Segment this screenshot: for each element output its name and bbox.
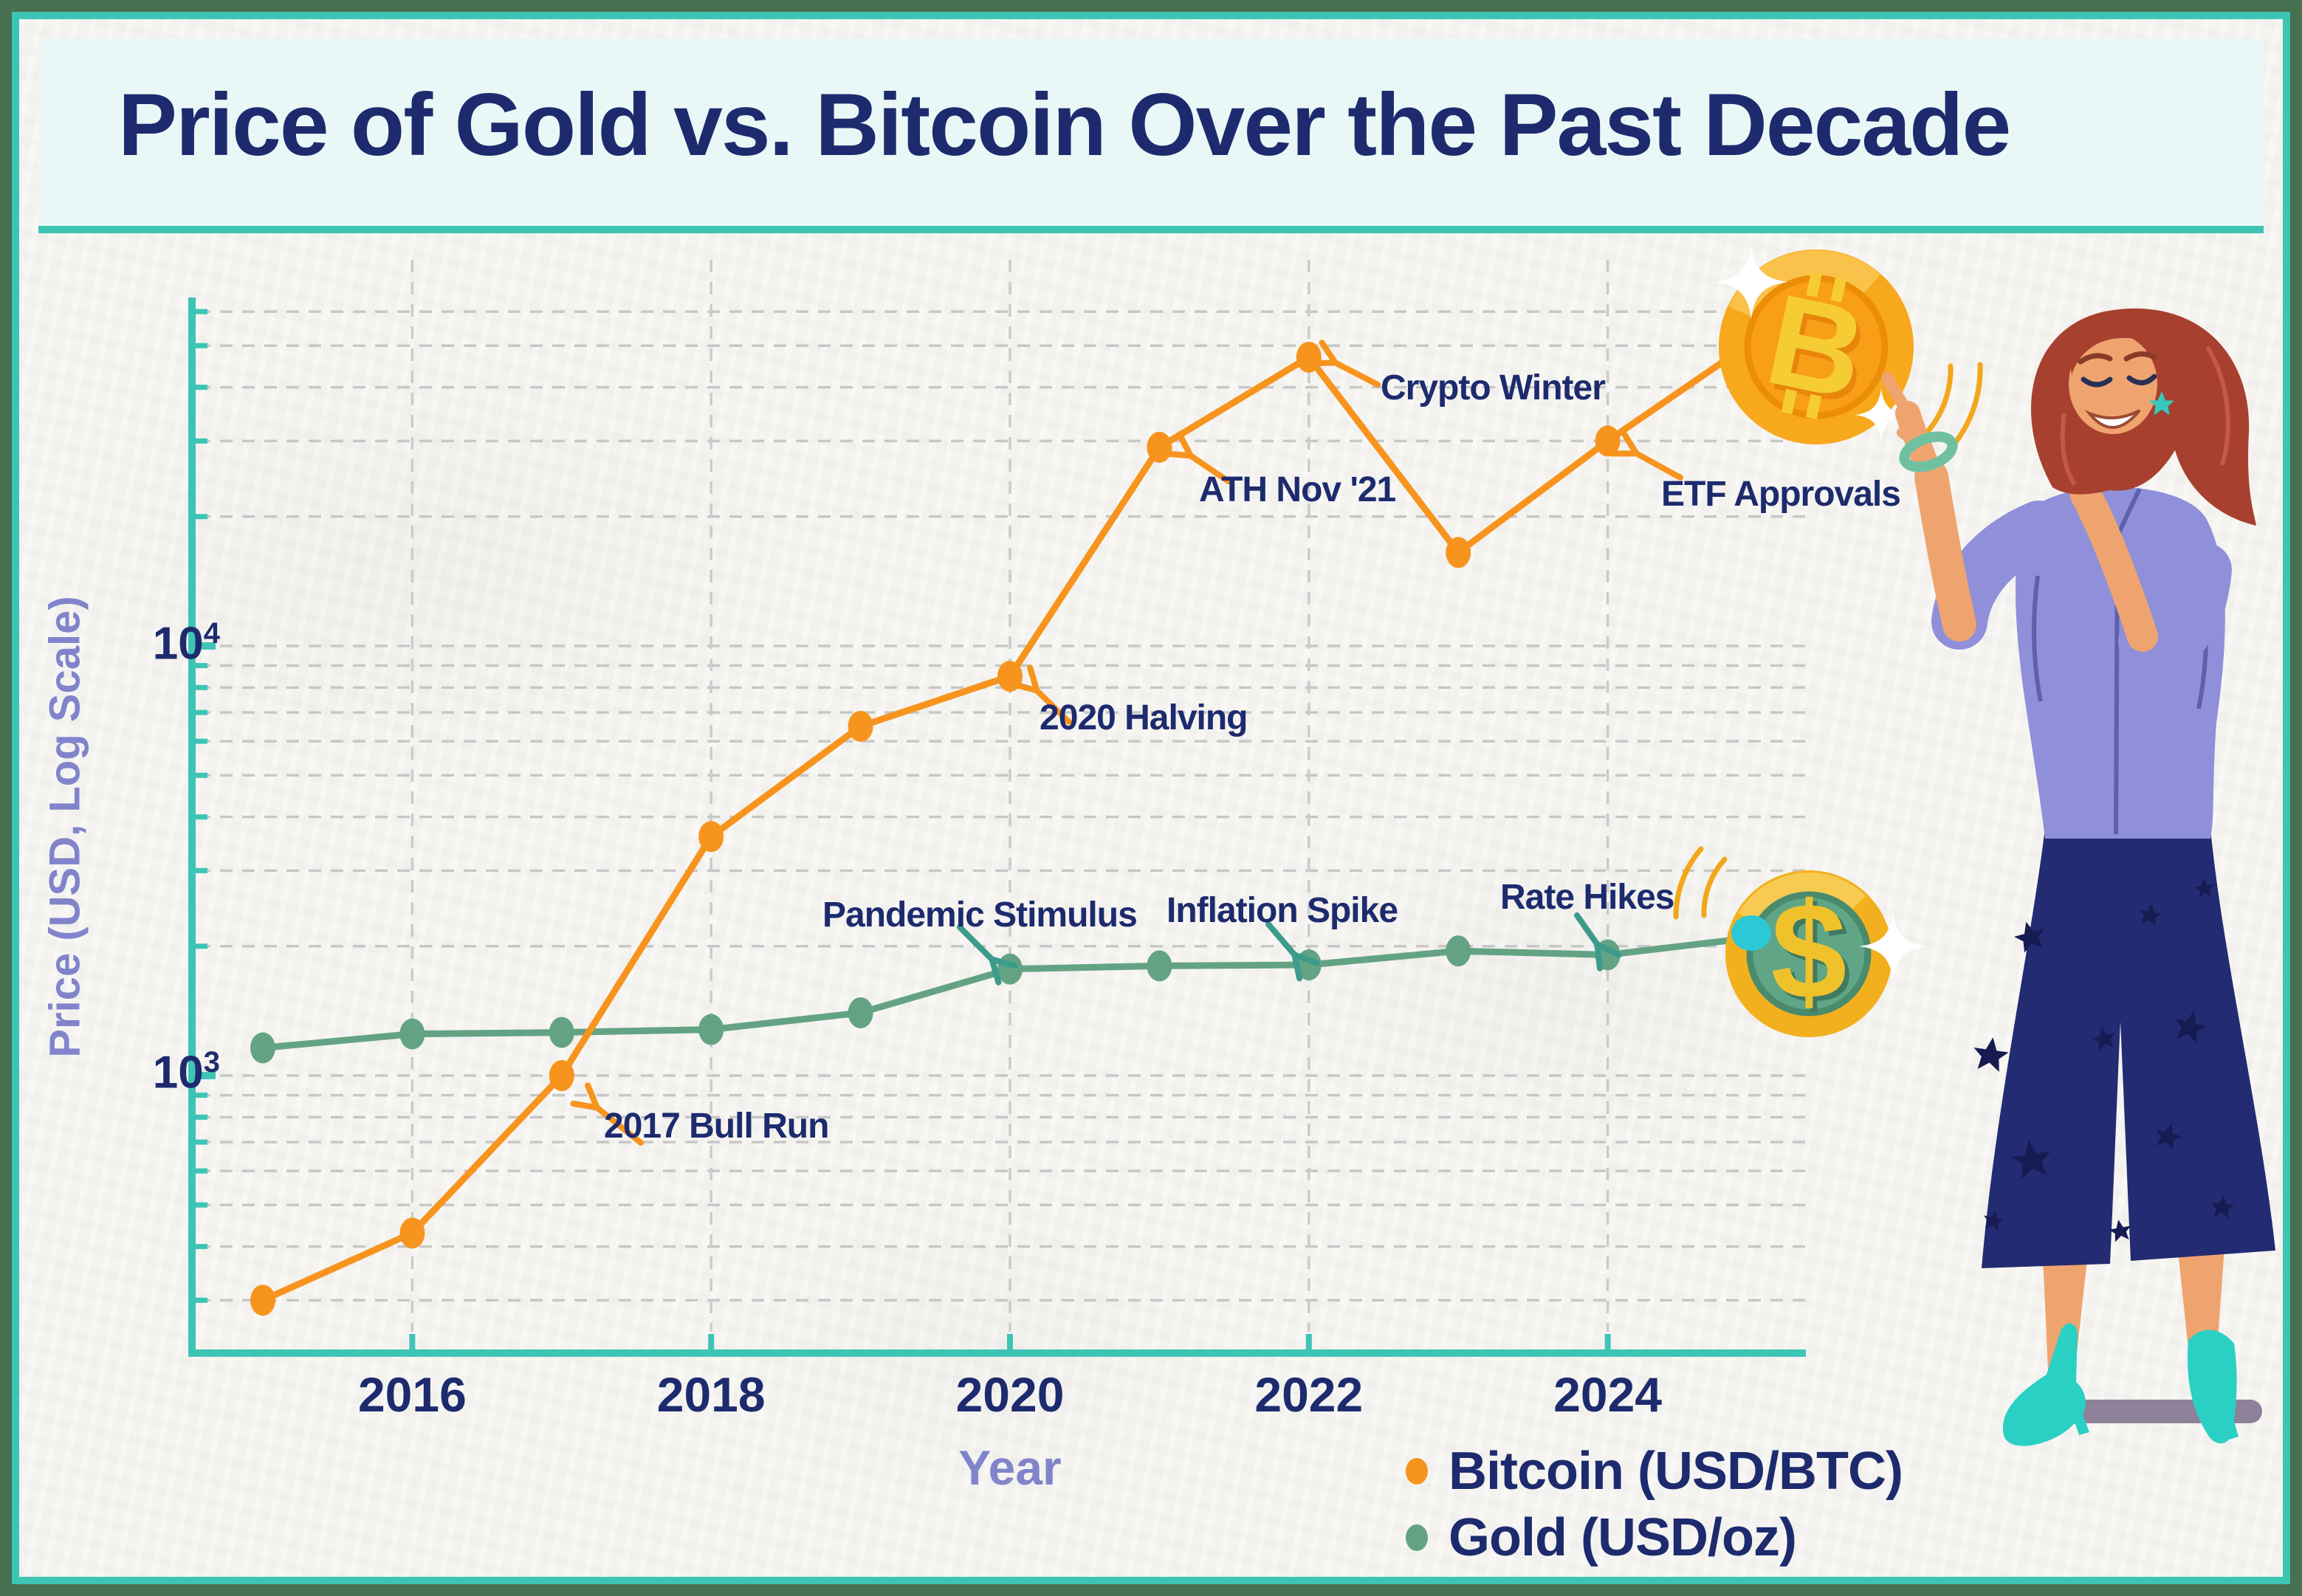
annotation-etf-approvals: ETF Approvals bbox=[1661, 475, 1901, 514]
y-tick-10e4: 104 bbox=[152, 617, 220, 670]
annotation-crypto-winter: Crypto Winter bbox=[1381, 368, 1606, 407]
motion-arcs bbox=[1673, 846, 1728, 920]
bitcoin-coin-icon: B B bbox=[1714, 245, 1983, 455]
blouse bbox=[2016, 486, 2225, 839]
arrow-2017-bull-run bbox=[570, 1082, 644, 1146]
bangle-bracelet bbox=[1899, 431, 1958, 472]
high-heels bbox=[2002, 1323, 2239, 1446]
arrow-pandemic-stimulus bbox=[957, 924, 1018, 986]
x-axis-title: Year bbox=[958, 1440, 1062, 1495]
x-tick-2018: 2018 bbox=[656, 1367, 766, 1422]
x-tick-2022: 2022 bbox=[1254, 1367, 1364, 1422]
legend-item-bitcoin: Bitcoin (USD/BTC) bbox=[1406, 1441, 1903, 1502]
paper-background bbox=[19, 19, 2283, 1577]
annotation-2020-halving: 2020 Halving bbox=[1040, 698, 1248, 737]
chart-grid-and-axes bbox=[188, 260, 1806, 1357]
y-axis-title: Price (USD, Log Scale) bbox=[41, 596, 89, 1058]
dollar-symbol: $ bbox=[1771, 876, 1847, 1028]
arrow-etf-approvals bbox=[1609, 430, 1683, 481]
infographic-panel: Price of Gold vs. Bitcoin Over the Past … bbox=[12, 12, 2290, 1584]
arrow-inflation-spike bbox=[1265, 921, 1321, 982]
title-bar: Price of Gold vs. Bitcoin Over the Past … bbox=[38, 38, 2264, 233]
annotation-inflation-spike: Inflation Spike bbox=[1167, 891, 1398, 930]
woman-illustration bbox=[1881, 308, 2275, 1446]
arrow-rate-hikes bbox=[1574, 912, 1622, 971]
arrow-crypto-winter bbox=[1308, 340, 1381, 388]
arrow-2020-halving bbox=[1011, 664, 1072, 725]
pointing-finger-up bbox=[1881, 372, 1917, 424]
y-tick-10e3: 103 bbox=[152, 1046, 220, 1098]
x-tick-2016: 2016 bbox=[357, 1367, 467, 1422]
face-features bbox=[2078, 351, 2157, 429]
page-title: Price of Gold vs. Bitcoin Over the Past … bbox=[118, 75, 2011, 174]
annotation-pandemic-stimulus: Pandemic Stimulus bbox=[822, 895, 1138, 935]
dollar-coin-icon: $ $ bbox=[1673, 846, 1927, 1037]
star-pants bbox=[1982, 828, 2275, 1268]
annotation-2017-bull-run: 2017 Bull Run bbox=[604, 1107, 829, 1146]
annotation-rate-hikes: Rate Hikes bbox=[1500, 878, 1674, 917]
x-tick-2020: 2020 bbox=[955, 1367, 1065, 1422]
x-tick-2024: 2024 bbox=[1553, 1367, 1662, 1422]
annotation-ath-nov-21: ATH Nov '21 bbox=[1199, 470, 1396, 509]
gold-2025-highlight-dot bbox=[1731, 915, 1771, 951]
annotation-arrows bbox=[570, 340, 1683, 1146]
bitcoin-legend-dot-icon bbox=[1406, 1458, 1428, 1485]
hair-highlights bbox=[2060, 345, 2230, 486]
gold-legend-dot-icon bbox=[1406, 1524, 1428, 1551]
arrow-ath-nov-21 bbox=[1164, 431, 1231, 484]
dollar-symbol-shadow: $ bbox=[1776, 880, 1852, 1032]
legend-item-gold: Gold (USD/oz) bbox=[1406, 1507, 1797, 1568]
